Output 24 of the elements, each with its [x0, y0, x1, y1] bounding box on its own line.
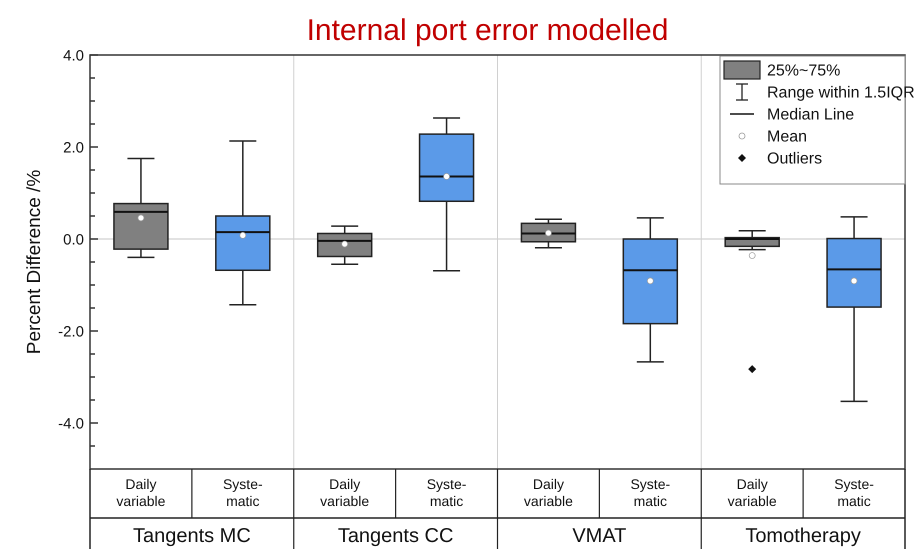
x-tick-label: Syste- matic [222, 476, 263, 509]
x-tick-label: Syste- matic [426, 476, 467, 509]
x-tick-label: Daily variable [116, 476, 166, 509]
chart-title: Internal port error modelled [306, 14, 668, 47]
y-tick-label: 0.0 [63, 231, 84, 248]
y-tick-label: -2.0 [58, 323, 84, 340]
y-tick-label: 2.0 [63, 139, 84, 156]
annotation: Mean [767, 128, 808, 146]
text: Tangents MC [132, 525, 251, 547]
annotation: 25%~75% [767, 62, 840, 80]
x-tick-label: Daily variable [728, 476, 777, 509]
y-tick-label: 4.0 [63, 47, 84, 64]
y-tick-label: -4.0 [58, 415, 84, 432]
annotation: Median Line [767, 106, 854, 124]
x-tick-label: Syste- matic [630, 476, 670, 509]
x-tick-label: Daily variable [524, 476, 574, 509]
text: Tangents CC [338, 525, 454, 547]
text: Tomotherapy [745, 525, 861, 547]
annotation: Range within 1.5IQR [767, 84, 915, 102]
x-tick-label: Daily variable [320, 476, 370, 509]
annotation: Outliers [767, 150, 822, 168]
y-axis-title: Percent Difference /% [24, 170, 45, 354]
x-tick-label: Syste- matic [834, 476, 874, 509]
text: VMAT [572, 525, 626, 547]
